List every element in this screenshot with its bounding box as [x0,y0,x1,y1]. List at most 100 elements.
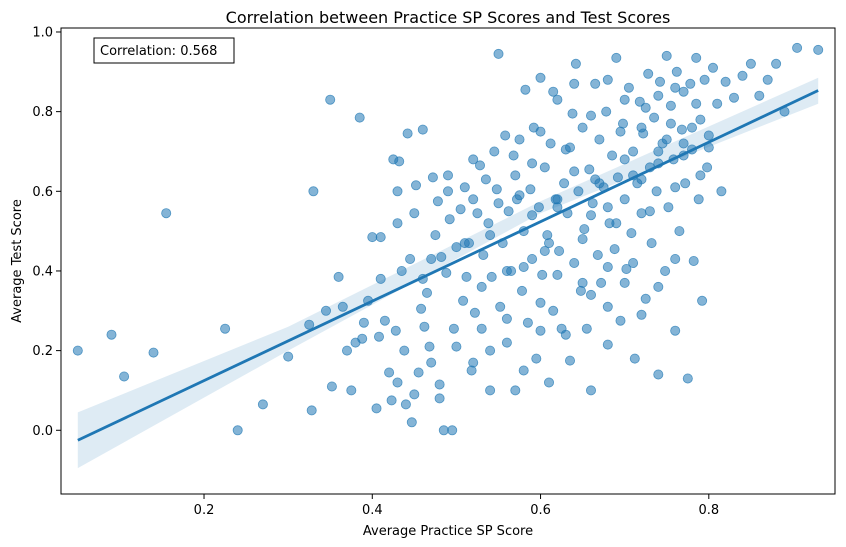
data-point [476,281,487,292]
data-point [535,297,546,308]
data-point [548,305,559,316]
data-point [436,251,447,262]
data-point [716,186,727,197]
data-point [514,190,525,201]
data-point [592,249,603,260]
data-point [447,425,458,436]
data-point [544,377,555,388]
data-point [688,255,699,266]
data-point [548,86,559,97]
data-point [762,74,773,85]
data-point [629,353,640,364]
data-point [695,114,706,125]
data-point [651,186,662,197]
data-point [640,102,651,113]
data-point [581,323,592,334]
data-point [671,66,682,77]
data-point [594,134,605,145]
data-point [480,174,491,185]
data-point [527,210,538,221]
data-point [409,389,420,400]
data-point [468,357,479,368]
data-point [458,295,469,306]
data-point [623,82,634,93]
regression-line [77,89,819,442]
data-point [640,293,651,304]
data-point [720,76,731,87]
data-point [379,315,390,326]
data-point [587,198,598,209]
data-point [602,339,613,350]
data-point [559,178,570,189]
data-point [485,385,496,396]
data-point [612,172,623,183]
data-point [586,289,597,300]
data-point [628,146,639,157]
data-point [455,204,466,215]
data-point [590,78,601,89]
data-point [560,329,571,340]
data-point [527,253,538,264]
y-ticks: 0.0 0.2 0.4 0.6 0.8 1.0 [32,25,61,439]
data-point [427,172,438,183]
data-point [545,138,556,149]
data-point [607,150,618,161]
data-point [615,315,626,326]
data-point [771,58,782,69]
data-point [745,58,756,69]
data-point [693,194,704,205]
data-point [399,345,410,356]
data-point [495,301,506,312]
data-point [586,210,597,221]
data-point [670,253,681,264]
data-point [485,345,496,356]
data-point [525,184,536,195]
data-point [161,208,172,219]
data-point [442,170,453,181]
chart-title: Correlation between Practice SP Scores a… [226,8,671,27]
data-point [643,68,654,79]
data-point [569,257,580,268]
data-point [531,353,542,364]
data-point [304,319,315,330]
data-point [649,112,660,123]
data-point [565,355,576,366]
data-point [434,379,445,390]
data-point [371,403,382,414]
data-point [646,238,657,249]
data-point [392,218,403,229]
plot-frame [60,27,836,495]
data-point [665,100,676,111]
data-point [448,323,459,334]
data-point [661,50,672,61]
data-point [410,180,421,191]
data-point [308,186,319,197]
data-point [533,202,544,213]
data-point [375,232,386,243]
data-point [602,261,613,272]
data-point [575,285,586,296]
data-point [661,134,672,145]
data-point [337,301,348,312]
data-point [510,170,521,181]
data-point [358,317,369,328]
y-tick-label: 0.6 [32,185,53,200]
data-point [478,249,489,260]
data-point [441,267,452,278]
data-point [655,76,666,87]
data-point [586,385,597,396]
data-point [438,425,449,436]
data-point [451,242,462,253]
data-point [708,62,719,73]
data-point [602,301,613,312]
data-point [636,208,647,219]
data-point [333,271,344,282]
data-point [552,94,563,105]
data-point [674,226,685,237]
data-point [417,124,428,135]
correlation-box [93,37,235,64]
data-point [354,112,365,123]
data-point [232,425,243,436]
data-point [390,325,401,336]
data-point [474,160,485,171]
